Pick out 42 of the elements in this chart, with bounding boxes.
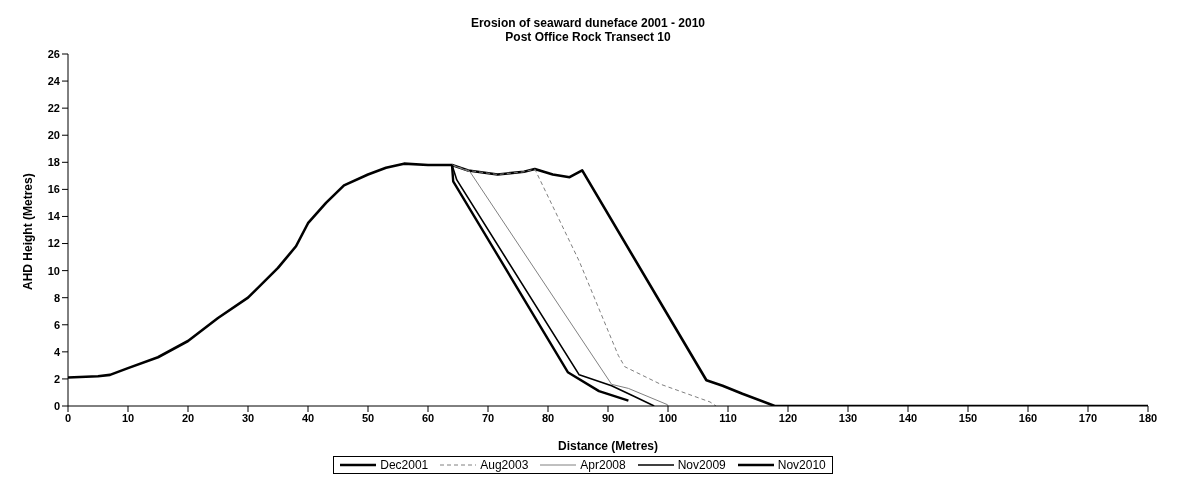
x-tick-label: 130 (838, 411, 858, 424)
y-tick-label: 20 (47, 129, 60, 142)
x-tick-label: 70 (481, 411, 495, 424)
y-tick-label: 24 (47, 74, 61, 87)
x-tick-label: 60 (421, 411, 435, 424)
y-axis-title: AHD Height (Metres) (21, 173, 36, 290)
legend-label: Nov2009 (676, 458, 726, 472)
x-tick-label: 170 (1078, 411, 1098, 424)
x-tick-label: 160 (1018, 411, 1038, 424)
y-tick-label: 6 (53, 318, 60, 331)
x-tick-label: 40 (301, 411, 315, 424)
x-tick-label: 0 (64, 411, 72, 424)
x-axis-title: Distance (Metres) (557, 439, 659, 453)
x-tick-label: 50 (361, 411, 375, 424)
y-tick-label: 22 (47, 102, 60, 115)
y-tick-label: 4 (53, 345, 61, 358)
legend-label: Dec2001 (379, 458, 429, 472)
x-tick-label: 180 (1138, 411, 1158, 424)
y-tick-label: 10 (47, 264, 60, 277)
y-tick-label: 26 (47, 47, 60, 60)
y-tick-label: 14 (47, 210, 61, 223)
legend-label: Aug2003 (479, 458, 529, 472)
chart-title: Erosion of seaward duneface 2001 - 2010 (469, 16, 707, 30)
x-tick-label: 20 (181, 411, 195, 424)
y-tick-label: 18 (47, 156, 60, 169)
x-tick-label: 110 (719, 411, 737, 424)
x-tick-label: 140 (898, 411, 918, 424)
x-tick-label: 80 (541, 411, 555, 424)
legend-label: Apr2008 (579, 458, 626, 472)
y-tick-label: 2 (53, 372, 60, 385)
chart-subtitle: Post Office Rock Transect 10 (504, 30, 672, 44)
x-tick-label: 30 (241, 411, 255, 424)
x-tick-label: 10 (121, 411, 135, 424)
y-tick-label: 16 (47, 183, 60, 196)
x-tick-label: 100 (658, 411, 678, 424)
y-tick-label: 12 (47, 237, 60, 250)
x-tick-label: 150 (958, 411, 978, 424)
x-tick-label: 90 (601, 411, 615, 424)
y-tick-label: 0 (53, 399, 60, 412)
legend-label: Nov2010 (776, 458, 826, 472)
y-tick-label: 8 (53, 291, 60, 304)
x-tick-label: 120 (778, 411, 798, 424)
